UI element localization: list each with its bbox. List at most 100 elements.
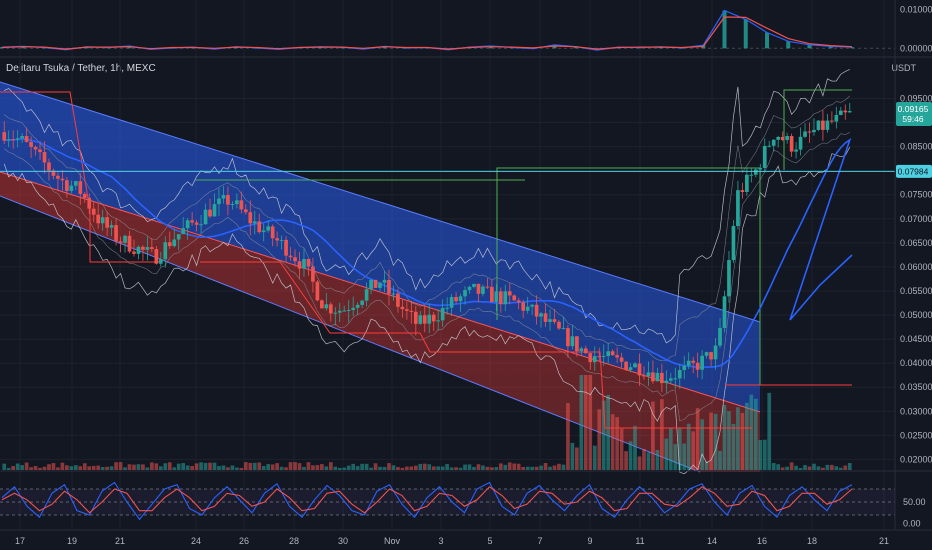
volume-bar: [391, 465, 396, 470]
candle-body: [297, 261, 302, 269]
volume-bar: [176, 463, 181, 470]
red-level-box-1: [0, 91, 160, 263]
price-tick-label: 0.02500: [900, 430, 932, 440]
candle-body: [431, 314, 436, 322]
candle-body: [65, 180, 69, 191]
candle-body: [114, 225, 118, 242]
volume-bar: [454, 467, 458, 470]
symbol-title: Dejitaru Tsuka / Tether, 1h, MEXC: [6, 63, 156, 74]
volume-bar: [266, 464, 271, 470]
green-level-box-3: [783, 89, 852, 170]
candle-body: [816, 120, 821, 130]
candle-body: [87, 197, 92, 209]
volume-bar: [498, 463, 503, 470]
candle-body: [38, 149, 42, 153]
volume-bar: [20, 465, 24, 470]
volume-bar: [328, 462, 333, 470]
candle-body: [767, 145, 772, 147]
candle-body: [181, 228, 186, 235]
candle-body: [512, 295, 517, 301]
candle-body: [266, 226, 271, 231]
candle-body: [695, 362, 700, 370]
time-tick-label: 7: [537, 536, 542, 546]
candle-body: [476, 283, 481, 294]
volume-bar: [226, 467, 230, 470]
volume-bar: [727, 411, 731, 470]
volume-bar: [655, 450, 660, 470]
volume-bar: [713, 413, 718, 470]
volume-bar: [382, 466, 387, 470]
volume-bar: [583, 375, 588, 470]
volume-bar: [320, 464, 324, 470]
volume-bar: [123, 467, 127, 470]
volume-bar: [127, 464, 132, 470]
candle-body: [351, 307, 356, 310]
volume-bar: [100, 466, 105, 470]
oscillator-bar: [382, 46, 387, 49]
oscillator-tick-label: 0.00000: [900, 43, 932, 53]
candle-body: [642, 375, 646, 377]
volume-bar: [217, 466, 221, 470]
volume-bar: [633, 425, 637, 470]
volume-bar: [753, 398, 758, 470]
volume-bar: [718, 450, 722, 470]
volume-bar: [767, 392, 772, 470]
candle-body: [418, 315, 423, 324]
candle-body: [203, 209, 208, 225]
volume-bar: [664, 438, 669, 470]
candle-body: [807, 131, 812, 133]
volume-bar: [47, 464, 51, 470]
volume-bar: [73, 465, 78, 470]
candle-body: [293, 257, 297, 262]
bar-countdown: 59:46: [902, 114, 924, 124]
volume-bar: [825, 464, 830, 470]
hline-price-value: 0.07984: [898, 166, 929, 176]
volume-bar: [297, 463, 302, 470]
volume-bar: [709, 412, 713, 470]
candle-body: [633, 363, 637, 368]
volume-bar: [239, 467, 244, 470]
volume-bar: [145, 467, 150, 470]
volume-bar: [838, 467, 843, 470]
candle-body: [624, 361, 628, 370]
oscillator-tick-label: 0.01000: [900, 5, 932, 15]
candle-body: [552, 319, 557, 322]
volume-bar: [293, 462, 297, 470]
candle-body: [145, 247, 150, 250]
oscillator-line-slow: [1, 16, 853, 50]
candle-body: [51, 170, 56, 176]
time-tick-label: Nov: [384, 536, 401, 546]
volume-bar: [190, 466, 194, 470]
volume-bar: [812, 463, 816, 470]
volume-bar: [302, 466, 306, 470]
stochastic-tick-label: 50.00: [903, 497, 926, 507]
channel-upper-band: [0, 82, 760, 412]
candle-body: [722, 296, 727, 328]
candle-body: [449, 297, 454, 308]
candle-body: [333, 312, 338, 314]
volume-bar: [588, 375, 593, 470]
volume-bar: [807, 466, 812, 470]
volume-bar: [261, 466, 266, 470]
candle-body: [454, 297, 458, 302]
volume-bar: [722, 404, 727, 470]
volume-bar: [794, 465, 798, 470]
time-tick-label: 19: [67, 536, 77, 546]
candle-body: [279, 239, 284, 241]
candle-body: [47, 162, 51, 171]
candle-body: [320, 300, 324, 309]
volume-bar: [257, 462, 262, 470]
hline-price-badge: 0.07984: [896, 164, 932, 178]
candle-body: [342, 310, 347, 312]
volume-bar: [154, 463, 159, 470]
stochastic-k-line: [1, 481, 853, 521]
time-tick-label: 17: [15, 536, 25, 546]
volume-bar: [803, 465, 807, 470]
volume-bar: [624, 451, 628, 470]
candle-body: [141, 246, 145, 250]
candle-body: [123, 235, 127, 243]
volume-bar: [570, 442, 575, 470]
volume-bar: [2, 463, 7, 470]
volume-bar: [579, 375, 584, 470]
